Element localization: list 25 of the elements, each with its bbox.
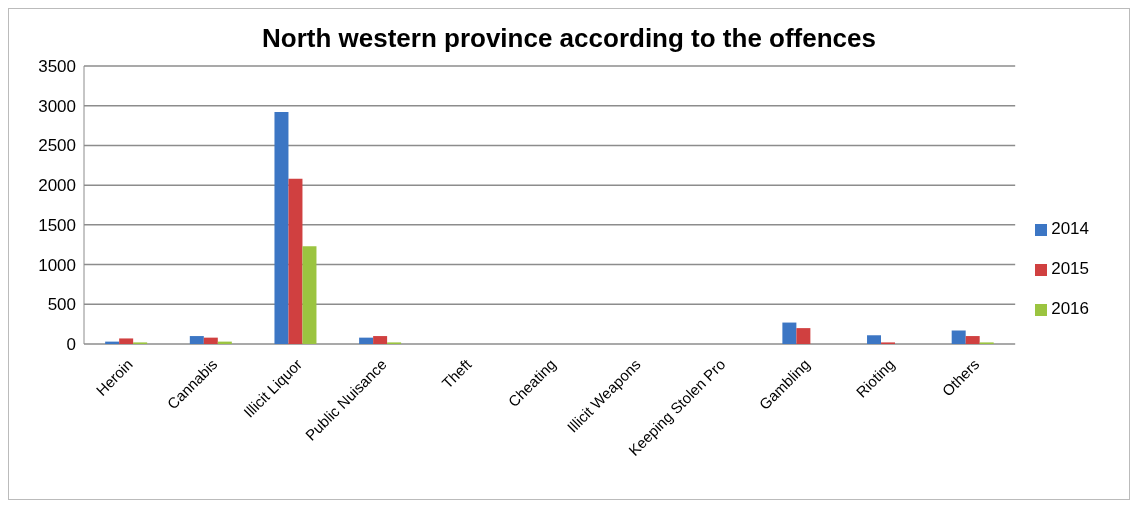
bar — [951, 330, 966, 344]
y-tick-label: 0 — [66, 335, 76, 355]
bar — [359, 337, 374, 344]
bar — [288, 178, 303, 344]
bar — [274, 112, 289, 344]
bar — [203, 337, 218, 344]
y-tick-label: 500 — [47, 295, 76, 315]
y-tick-label: 3500 — [38, 57, 76, 77]
legend-label: 2016 — [1051, 299, 1089, 318]
bar — [796, 328, 811, 344]
chart-title: North western province according to the offences — [261, 23, 877, 54]
legend-label: 2015 — [1051, 259, 1089, 278]
bar — [119, 338, 134, 344]
legend-label: 2014 — [1051, 219, 1089, 238]
bar — [373, 336, 388, 344]
bar — [965, 336, 980, 344]
bar — [782, 322, 797, 344]
bar — [302, 246, 317, 344]
y-tick-label: 3000 — [38, 96, 76, 116]
bar — [189, 336, 204, 344]
y-tick-label: 1500 — [38, 215, 76, 235]
y-tick-label: 2000 — [38, 176, 76, 196]
bar — [867, 335, 882, 344]
y-tick-label: 2500 — [38, 136, 76, 156]
y-tick-label: 1000 — [38, 255, 76, 275]
